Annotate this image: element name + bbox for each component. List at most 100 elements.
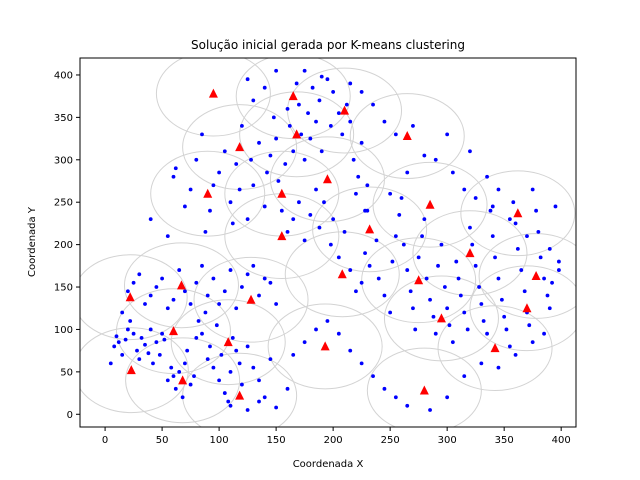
coverage-circle: [412, 210, 528, 297]
y-tick-label: 0: [67, 410, 73, 421]
center-marker: [337, 269, 347, 279]
center-marker: [126, 365, 136, 375]
data-point: [245, 344, 250, 349]
data-point: [342, 229, 347, 234]
data-point: [219, 352, 224, 357]
y-tick-label: 400: [54, 70, 73, 81]
data-point: [257, 140, 261, 145]
data-point: [183, 361, 187, 366]
data-point: [422, 153, 427, 158]
data-point: [265, 170, 269, 175]
data-point: [299, 132, 304, 137]
data-point: [165, 378, 170, 383]
data-point: [230, 336, 235, 340]
x-tick-label: 0: [102, 435, 108, 446]
data-point: [445, 306, 450, 311]
data-point: [488, 208, 493, 213]
x-tick-label: 400: [552, 435, 571, 446]
data-point: [208, 344, 212, 349]
data-point: [545, 293, 550, 298]
data-point: [291, 352, 296, 357]
data-point: [230, 221, 235, 226]
data-point: [413, 327, 418, 332]
data-point: [251, 98, 256, 103]
data-point: [393, 234, 398, 239]
data-point: [203, 310, 208, 315]
data-point: [422, 217, 427, 222]
data-point: [454, 259, 459, 264]
center-marker: [436, 313, 446, 323]
data-point: [348, 81, 353, 86]
data-point: [507, 344, 512, 349]
data-point: [257, 378, 261, 383]
data-point: [148, 293, 153, 298]
data-point: [390, 259, 395, 264]
data-point: [319, 149, 324, 154]
data-point: [314, 119, 318, 124]
data-point: [143, 342, 147, 347]
data-point: [354, 289, 358, 294]
data-point: [160, 331, 164, 336]
data-point: [436, 263, 440, 268]
data-point: [359, 361, 364, 366]
data-point: [393, 132, 398, 137]
data-point: [274, 136, 279, 141]
data-point: [513, 221, 518, 226]
data-point: [268, 280, 273, 285]
coverage-circle: [460, 170, 576, 257]
data-point: [262, 204, 267, 209]
data-point: [154, 340, 159, 345]
data-point: [251, 183, 256, 188]
y-tick-label: 50: [60, 367, 73, 378]
center-marker: [402, 131, 412, 141]
data-point: [217, 170, 222, 175]
data-point: [245, 272, 250, 277]
data-point: [439, 242, 444, 247]
data-point: [276, 179, 281, 183]
data-point: [382, 293, 387, 298]
data-point: [262, 85, 267, 90]
coverage-circle: [115, 288, 232, 375]
center-marker: [425, 199, 435, 209]
center-marker: [320, 341, 330, 351]
data-point: [416, 255, 421, 260]
data-point: [462, 187, 467, 192]
data-point: [297, 200, 301, 205]
data-point: [217, 302, 222, 306]
center-marker: [168, 326, 178, 336]
data-point: [354, 191, 358, 196]
data-point: [525, 234, 529, 239]
data-point: [188, 382, 193, 387]
data-point: [336, 255, 341, 260]
data-point: [120, 352, 125, 357]
data-point: [431, 314, 436, 319]
data-point: [279, 208, 284, 213]
center-marker: [513, 208, 523, 218]
data-point: [274, 405, 279, 410]
data-point: [228, 403, 233, 408]
data-point: [388, 191, 393, 196]
data-point: [196, 319, 201, 323]
data-point: [428, 408, 432, 412]
data-point: [382, 386, 387, 391]
data-point: [376, 276, 381, 281]
data-point: [331, 217, 336, 222]
data-point: [420, 234, 424, 239]
data-point: [183, 289, 187, 294]
data-point: [205, 293, 210, 298]
data-point: [200, 132, 204, 137]
data-point: [450, 170, 455, 175]
data-point: [530, 187, 535, 192]
data-point: [496, 276, 501, 281]
x-tick-label: 300: [438, 435, 457, 446]
plot-area-frame: [79, 57, 577, 428]
y-axis-label: Coordenada Y: [27, 206, 38, 277]
data-point: [137, 357, 142, 362]
center-marker: [208, 88, 218, 98]
coverage-circle: [372, 161, 488, 248]
data-point: [194, 157, 199, 162]
data-point: [139, 336, 144, 340]
data-point: [388, 310, 393, 315]
center-marker: [465, 248, 475, 258]
coverage-circle: [284, 231, 400, 318]
